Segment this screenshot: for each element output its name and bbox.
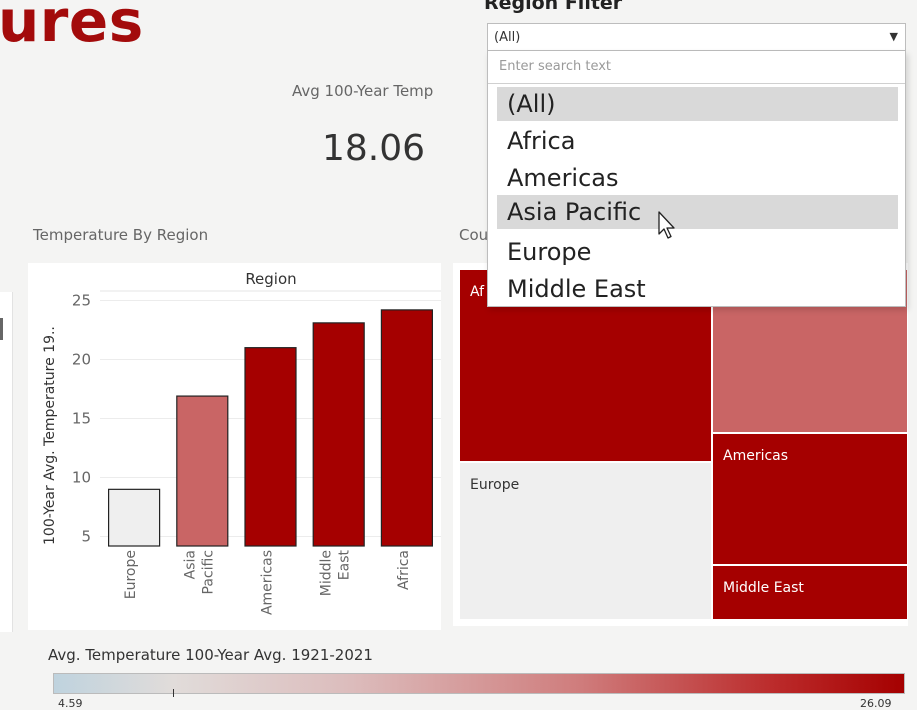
page-title: ures xyxy=(0,0,144,55)
x-tick-label: East xyxy=(337,550,353,581)
filter-option-middle-east[interactable]: Middle East xyxy=(507,275,646,303)
bar-chart: Region 5 10 15 20 25 Europe Asia Pacific Americ… xyxy=(42,270,441,615)
treemap-cell-americas[interactable]: Americas xyxy=(712,433,908,565)
y-tick-label: 15 xyxy=(72,410,91,428)
bar-europe[interactable] xyxy=(107,488,161,547)
bar-chart-title: Temperature By Region xyxy=(33,226,209,244)
y-tick-label: 10 xyxy=(72,469,91,487)
legend-min-label: 4.59 xyxy=(58,697,83,710)
treemap-title: Cou xyxy=(459,226,489,244)
left-panel-edge xyxy=(0,292,13,632)
bar-americas[interactable] xyxy=(244,347,297,547)
filter-option-europe[interactable]: Europe xyxy=(507,238,592,266)
filter-option-all[interactable]: (All) xyxy=(497,87,898,121)
region-filter-title: Region Filter xyxy=(484,0,623,14)
y-tick-label: 5 xyxy=(81,528,91,546)
x-tick-label: Asia xyxy=(182,550,198,579)
treemap-label: Europe xyxy=(470,477,520,493)
treemap-label: Middle East xyxy=(723,580,804,596)
bar-middle-east[interactable] xyxy=(312,322,365,547)
x-tick-label: Africa xyxy=(396,550,412,590)
color-legend-bar xyxy=(53,673,905,694)
x-tick-label: Europe xyxy=(123,550,139,599)
mouse-cursor-icon xyxy=(657,211,677,245)
bar-africa[interactable] xyxy=(380,309,433,547)
y-tick-label: 25 xyxy=(72,291,91,309)
treemap-cell-europe[interactable]: Europe xyxy=(459,462,712,620)
bar-chart-panel: Region 5 10 15 20 25 Europe Asia Pacific Americ… xyxy=(28,263,441,630)
dropdown-arrow-icon[interactable]: ▼ xyxy=(889,30,898,43)
y-axis-label: 100-Year Avg. Temperature 19.. xyxy=(42,326,58,545)
legend-title: Avg. Temperature 100-Year Avg. 1921-2021 xyxy=(48,646,373,664)
region-filter-dropdown: Enter search text (All) Africa Americas … xyxy=(487,51,906,307)
bar-asia-pacific[interactable] xyxy=(176,395,229,547)
treemap-cell-middle-east[interactable]: Middle East xyxy=(712,565,908,620)
legend-max-label: 26.09 xyxy=(860,697,892,710)
y-tick-label: 20 xyxy=(72,350,91,368)
filter-option-asia-pacific[interactable]: Asia Pacific xyxy=(497,195,898,229)
x-tick-label: Middle xyxy=(319,550,335,596)
treemap-label: Americas xyxy=(723,448,789,464)
treemap: Af Americas Middle East Europe xyxy=(459,269,908,620)
treemap-label: Af xyxy=(470,284,485,300)
search-placeholder: Enter search text xyxy=(499,59,611,74)
region-filter-select[interactable]: (All) ▼ xyxy=(487,23,906,51)
filter-option-americas[interactable]: Americas xyxy=(507,164,619,192)
kpi-value: 18.06 xyxy=(322,128,426,169)
bar-chart-header: Region xyxy=(245,270,296,288)
filter-selected-value: (All) xyxy=(494,30,521,45)
legend-marker xyxy=(173,689,174,697)
left-panel-tick xyxy=(0,318,3,340)
filter-option-africa[interactable]: Africa xyxy=(507,127,576,155)
treemap-panel: Af Americas Middle East Europe xyxy=(453,263,908,626)
x-tick-label: Pacific xyxy=(200,550,216,595)
filter-search-input[interactable]: Enter search text xyxy=(488,51,905,84)
kpi-label: Avg 100-Year Temp xyxy=(292,82,434,100)
x-tick-label: Americas xyxy=(260,550,276,615)
